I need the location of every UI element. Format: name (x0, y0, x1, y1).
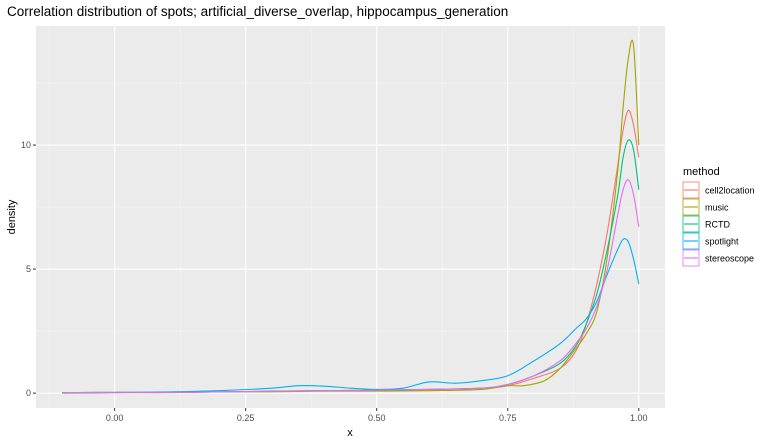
series-line-stereoscope (62, 179, 640, 394)
grid-minor (36, 26, 665, 408)
y-axis-ticks: 0 5 10 (21, 140, 36, 398)
x-tick-label: 0.50 (368, 413, 386, 423)
x-tick-label: 0.25 (237, 413, 255, 423)
y-tick-label: 0 (26, 388, 31, 398)
legend-label-stereoscope: stereoscope (705, 254, 754, 264)
plot-panel (36, 26, 665, 408)
y-tick-label: 5 (26, 264, 31, 274)
y-tick-label: 10 (21, 140, 31, 150)
legend-label-rctd: RCTD (705, 220, 730, 230)
legend-label-spotlight: spotlight (705, 237, 739, 247)
grid-major (36, 26, 665, 408)
x-tick-label: 1.00 (630, 413, 648, 423)
series-lines (62, 39, 640, 394)
chart-title: Correlation distribution of spots; artif… (7, 4, 509, 19)
x-tick-label: 0.00 (106, 413, 124, 423)
legend-label-music: music (705, 203, 729, 213)
y-axis-label: density (6, 199, 18, 234)
x-axis-label: x (347, 427, 353, 439)
x-tick-label: 0.75 (499, 413, 517, 423)
legend-label-cell2location: cell2location (705, 186, 755, 196)
legend: method cell2location music RCTD spotlight st… (682, 166, 755, 267)
series-line-spotlight (62, 238, 640, 394)
legend-title: method (683, 166, 720, 178)
x-axis-ticks: 0.00 0.25 0.50 0.75 1.00 (106, 408, 648, 423)
